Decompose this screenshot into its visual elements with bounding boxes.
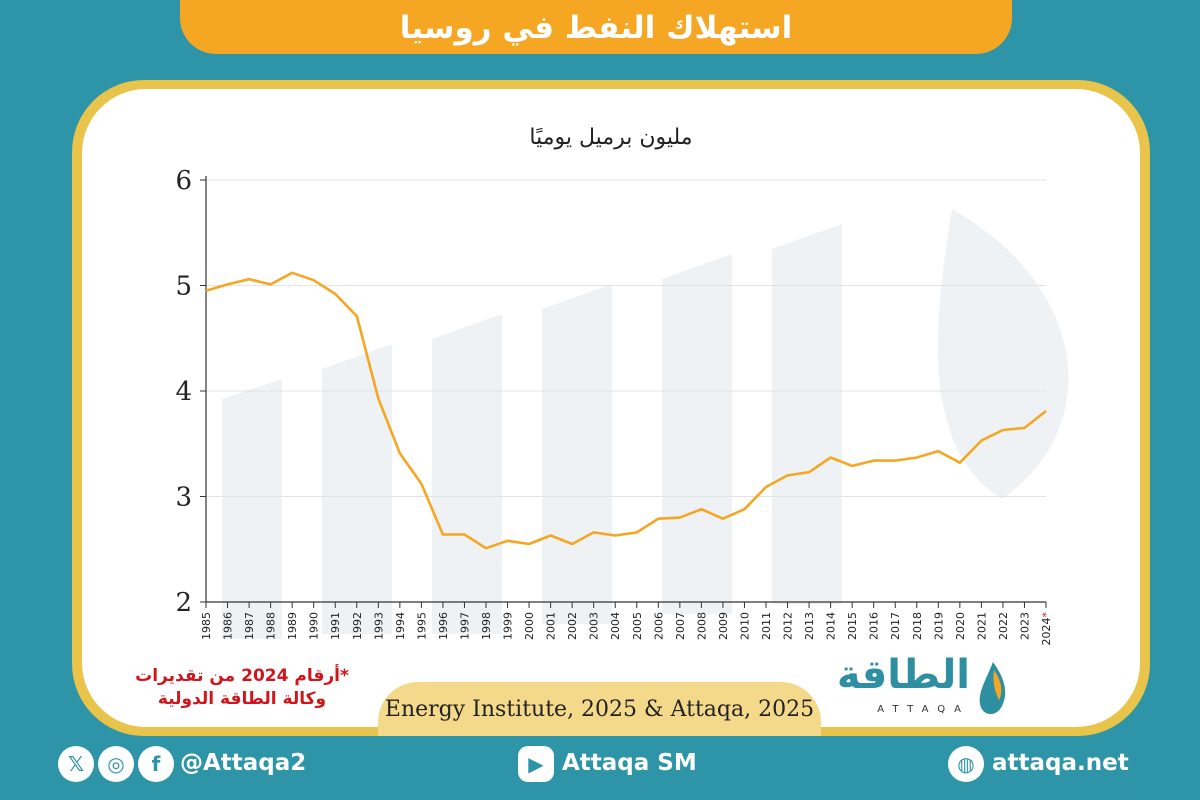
youtube-channel[interactable]: Attaqa SM bbox=[562, 750, 697, 776]
footer: 𝕏 ◎ f @Attaqa2 ▶ Attaqa SM ◍ attaqa.net bbox=[0, 735, 1200, 795]
x-tick-label: 2010 bbox=[738, 612, 751, 640]
website-link[interactable]: attaqa.net bbox=[992, 750, 1129, 776]
y-tick-label: 5 bbox=[175, 272, 192, 302]
x-tick-label: 2021 bbox=[975, 612, 988, 640]
x-tick-label: 2006 bbox=[652, 612, 665, 640]
line-chart: 2 3 4 5 6 1985 1986 1987 1988 1989 1990 1991 1992 199… bbox=[175, 166, 1053, 646]
x-tick-label: 1991 bbox=[329, 612, 342, 640]
x-tick-label: 1985 bbox=[200, 612, 213, 640]
logo-subtext: ATTAQA bbox=[877, 704, 970, 715]
unit-label: مليون برميل يوميًا bbox=[529, 125, 693, 150]
x-tick-label: 1990 bbox=[308, 612, 321, 640]
x-tick-label: 2004 bbox=[609, 612, 622, 640]
x-tick-label: 2012 bbox=[782, 612, 795, 640]
x-tick-label: 2015 bbox=[846, 612, 859, 640]
x-tick-label: 2009 bbox=[717, 612, 730, 640]
x-tick-label: 1989 bbox=[286, 612, 299, 640]
x-tick-label: 2023 bbox=[1018, 612, 1031, 640]
chart-card-inner: مليون برميل يوميًا 2 3 4 5 6 1985 1986 1987 1988… bbox=[82, 89, 1140, 727]
instagram-icon[interactable]: ◎ bbox=[98, 746, 134, 782]
drop-icon bbox=[979, 662, 1006, 715]
x-tick-label: 2016 bbox=[868, 612, 881, 640]
x-tick-label: 1996 bbox=[437, 612, 450, 640]
x-tick-label: 1997 bbox=[458, 612, 471, 640]
x-tick-label: 2017 bbox=[889, 612, 902, 640]
y-tick-label: 3 bbox=[175, 483, 192, 513]
x-tick-label: 2022 bbox=[997, 612, 1010, 640]
x-tick-label: 1994 bbox=[394, 612, 407, 640]
x-tick-label: 1988 bbox=[265, 612, 278, 640]
series-line bbox=[205, 271, 1047, 550]
x-tick-label: 2024* bbox=[1040, 612, 1053, 646]
globe-icon[interactable]: ◍ bbox=[948, 746, 984, 782]
x-tick-label: 2014 bbox=[825, 612, 838, 640]
x-tick-label: 2005 bbox=[631, 612, 644, 640]
x-tick-label: 2007 bbox=[674, 612, 687, 640]
x-tick-label: 2011 bbox=[760, 612, 773, 640]
x-tick-label: 2000 bbox=[523, 612, 536, 640]
x-tick-label: 2001 bbox=[545, 612, 558, 640]
youtube-icon[interactable]: ▶ bbox=[518, 746, 554, 782]
x-tick-label: 2002 bbox=[566, 612, 579, 640]
attaqa-logo: الطاقة ATTAQA bbox=[830, 652, 1010, 726]
y-tick-label: 2 bbox=[175, 588, 192, 618]
x-tick-label: 2003 bbox=[588, 612, 601, 640]
x-tick-label: 2013 bbox=[803, 612, 816, 640]
footnote-line-1: *أرقام 2024 من تقديرات bbox=[135, 666, 349, 686]
facebook-icon[interactable]: f bbox=[138, 746, 174, 782]
source-tab: Energy Institute, 2025 & Attaqa, 2025 bbox=[378, 682, 821, 736]
footnote-line-2: وكالة الطاقة الدولية bbox=[157, 689, 327, 709]
x-tick-label: 2018 bbox=[911, 612, 924, 640]
title-banner: استهلاك النفط في روسيا bbox=[180, 0, 1012, 54]
x-tick-label: 1999 bbox=[502, 612, 515, 640]
x-tick-label: 1987 bbox=[243, 612, 256, 640]
x-tick-label: 2019 bbox=[932, 612, 945, 640]
x-tick-label: 1995 bbox=[415, 612, 428, 640]
logo-text: الطاقة bbox=[836, 652, 970, 698]
x-tick-label: 2008 bbox=[695, 612, 708, 640]
social-handle[interactable]: @Attaqa2 bbox=[180, 750, 307, 776]
chart-card: مليون برميل يوميًا 2 3 4 5 6 1985 1986 1987 1988… bbox=[72, 80, 1150, 736]
x-tick-label: 1998 bbox=[480, 612, 493, 640]
source-text: Energy Institute, 2025 & Attaqa, 2025 bbox=[384, 696, 815, 722]
x-tick-label: 1986 bbox=[222, 612, 235, 640]
chart-title: استهلاك النفط في روسيا bbox=[399, 10, 793, 46]
y-tick-label: 4 bbox=[175, 377, 192, 407]
x-tick-label: 2020 bbox=[954, 612, 967, 640]
x-tick-asterisk: * bbox=[1040, 612, 1053, 618]
x-tick-label: 1992 bbox=[351, 612, 364, 640]
x-tick-label: 1993 bbox=[372, 612, 385, 640]
y-tick-label: 6 bbox=[175, 166, 192, 196]
x-icon[interactable]: 𝕏 bbox=[58, 746, 94, 782]
footnote: *أرقام 2024 من تقديرات وكالة الطاقة الدو… bbox=[122, 665, 362, 711]
